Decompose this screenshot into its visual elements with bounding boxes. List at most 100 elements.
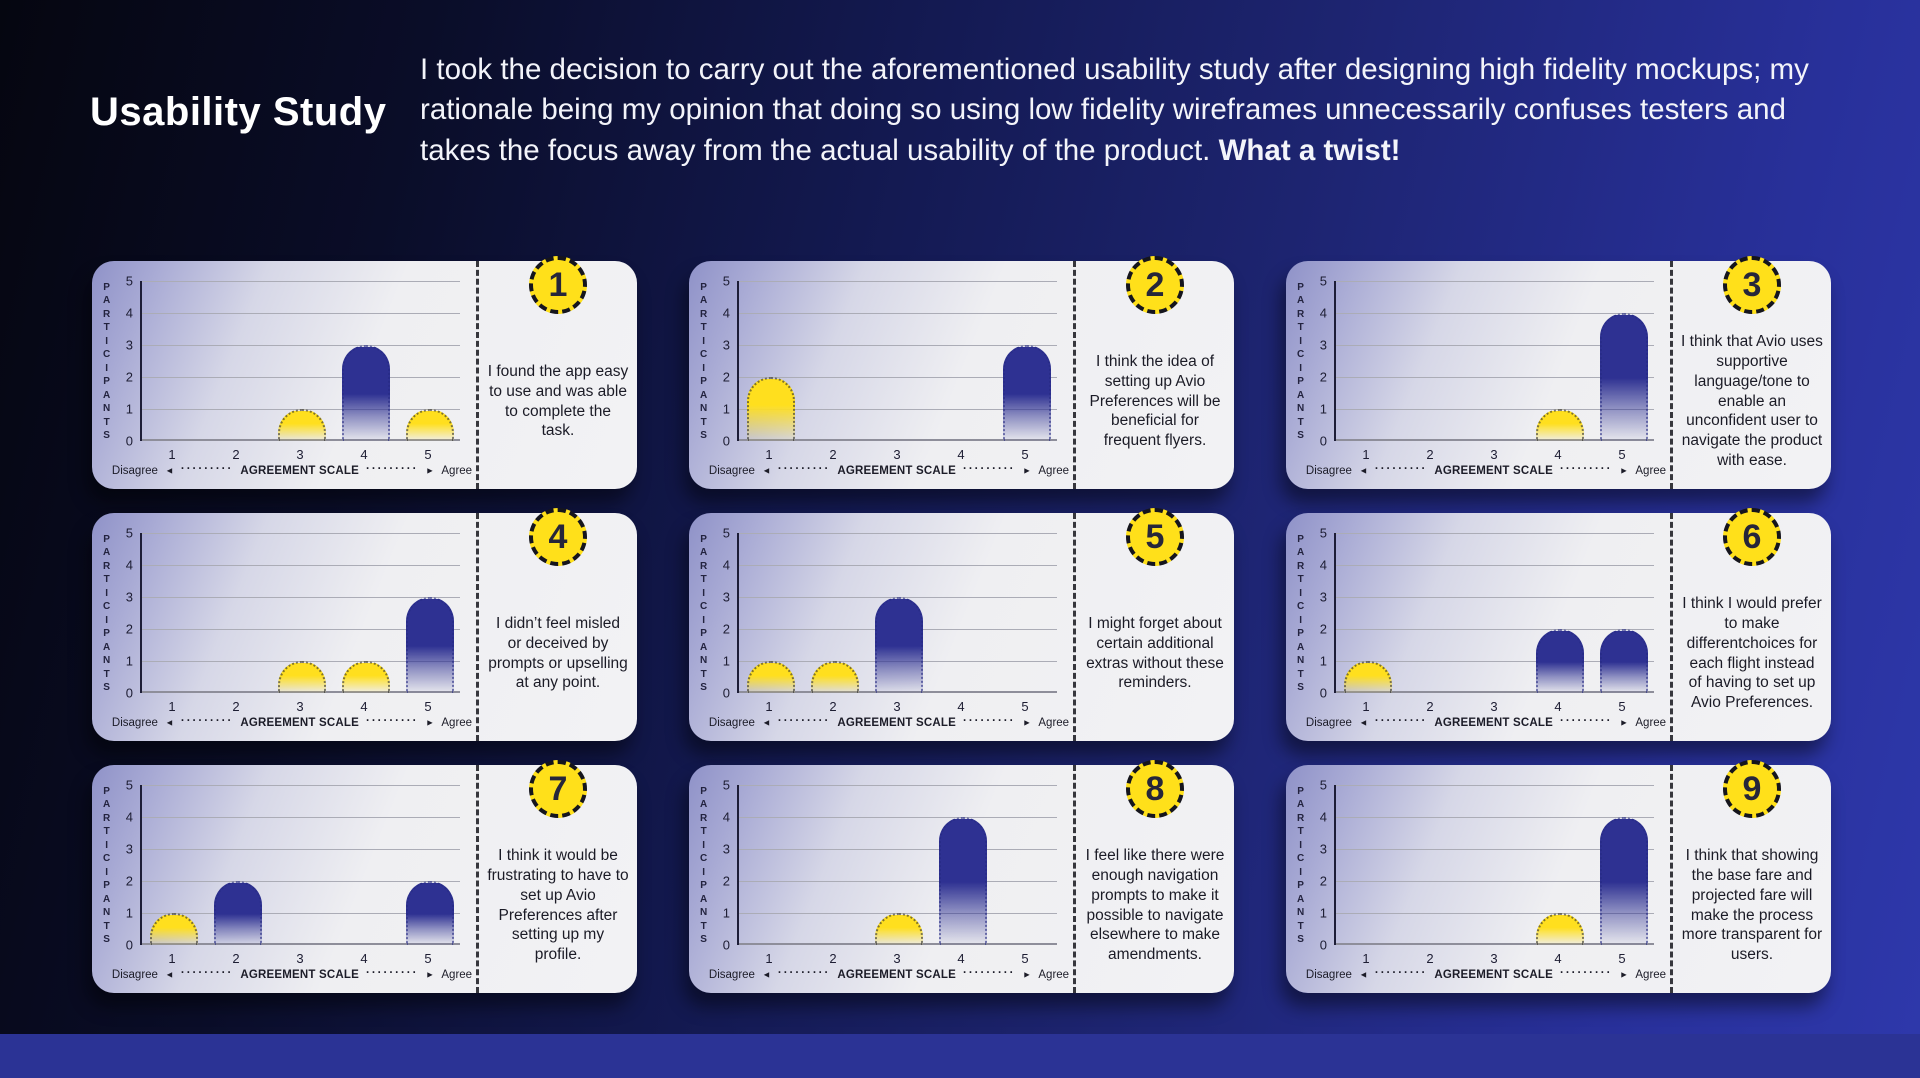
x-tick-label: 1 <box>765 699 773 714</box>
y-tick-label: 3 <box>1319 841 1327 857</box>
gridline <box>739 409 1057 410</box>
gridline <box>1336 785 1654 786</box>
y-axis-label-letter: A <box>103 893 111 905</box>
y-axis-label-letter: N <box>103 655 111 667</box>
statement-text: I feel like there were enough navigation… <box>1085 847 1225 964</box>
arrow-right-icon: ► <box>425 465 435 476</box>
x-tick-label: 4 <box>360 951 368 966</box>
x-axis-caption: Disagree ◄ ········· AGREEMENT SCALE ···… <box>112 463 473 477</box>
y-axis-label-letter: P <box>1297 534 1304 545</box>
statement-text: I found the app easy to use and was able… <box>487 362 629 440</box>
bar-yellow <box>278 661 326 693</box>
bar-blue <box>1600 629 1648 693</box>
gridline <box>1336 597 1654 598</box>
x-axis-right-label: Agree <box>441 465 473 477</box>
arrow-right-icon: ► <box>1022 465 1032 476</box>
gridline <box>1336 533 1654 534</box>
y-axis-label-letter: P <box>103 282 110 293</box>
y-axis-label-letter: T <box>103 668 110 680</box>
y-axis-label-letter: R <box>700 812 708 824</box>
x-axis-right-label: Agree <box>441 717 473 729</box>
y-axis-label-letter: S <box>700 681 707 693</box>
y-axis-label-letter: P <box>700 376 707 388</box>
y-axis-label-letter: T <box>1297 574 1304 586</box>
bar-yellow <box>875 913 923 945</box>
gridline <box>1336 817 1654 818</box>
x-tick-label: 1 <box>1362 951 1370 966</box>
y-axis-label-letter: A <box>700 295 708 307</box>
y-axis-label-letter: P <box>700 880 707 892</box>
bar-yellow <box>1344 661 1392 693</box>
gridline <box>142 533 460 534</box>
x-axis-right-label: Agree <box>1635 717 1667 729</box>
y-axis-label-letter: I <box>702 839 705 851</box>
y-axis-label-letter: C <box>700 853 708 865</box>
y-axis-label-letter: I <box>105 362 108 374</box>
y-tick-label: 4 <box>125 305 133 321</box>
plot-area: 5 4 3 2 1 0 <box>723 778 1057 953</box>
dotted-leader: ········· <box>366 715 419 727</box>
x-tick-label: 3 <box>1490 699 1498 714</box>
arrow-left-icon: ◄ <box>1358 717 1368 728</box>
bar-blue <box>342 345 390 441</box>
x-tick-label: 5 <box>1618 699 1626 714</box>
plot-area: 5 4 3 2 1 0 <box>723 526 1057 701</box>
statement-panel: 9 I think that showing the base fare and… <box>1670 760 1831 993</box>
y-tick-label: 2 <box>125 621 133 637</box>
dotted-leader: ········· <box>777 967 831 979</box>
y-axis-label-letter: P <box>103 376 110 388</box>
dotted-leader: ········· <box>1374 715 1428 727</box>
y-axis-label-letter: P <box>1297 376 1304 388</box>
y-axis-label-letter: A <box>1297 547 1305 559</box>
y-axis-label-letter: I <box>702 614 705 626</box>
x-axis-left-label: Disagree <box>708 717 755 729</box>
x-tick-label: 1 <box>168 447 176 462</box>
y-axis-label-letter: P <box>700 282 707 293</box>
x-tick-label: 5 <box>424 699 432 714</box>
y-axis-label-letter: T <box>700 826 707 838</box>
x-axis-title: AGREEMENT SCALE <box>240 465 359 477</box>
y-tick-label: 0 <box>1319 433 1327 449</box>
y-axis-label-letter: A <box>700 641 708 653</box>
y-tick-label: 3 <box>125 589 133 605</box>
dotted-leader: ········· <box>1560 967 1613 979</box>
y-axis-label-letter: P <box>1297 282 1304 293</box>
y-axis-label-letter: N <box>1297 907 1305 919</box>
dotted-leader: ········· <box>180 967 234 979</box>
x-axis-left-label: Disagree <box>111 717 158 729</box>
statement-text: I didn’t feel misled or deceived by prom… <box>488 614 628 692</box>
gridline <box>1336 377 1654 378</box>
y-axis-label-letter: A <box>103 799 111 811</box>
gridline <box>142 817 460 818</box>
y-tick-label: 1 <box>722 905 730 921</box>
gridline <box>1336 691 1654 693</box>
x-tick-label: 1 <box>765 447 773 462</box>
x-axis-title: AGREEMENT SCALE <box>1434 969 1553 981</box>
y-axis-label-letter: P <box>700 534 707 545</box>
y-axis-label-letter: P <box>103 628 110 640</box>
page-title: Usability Study <box>90 90 387 134</box>
arrow-right-icon: ► <box>1619 465 1629 476</box>
statement-wrap: I think that showing the base fare and p… <box>1681 818 1823 993</box>
plot-area: 5 4 3 2 1 0 <box>126 526 460 701</box>
x-ticks: 1 2 3 4 5 <box>1334 699 1654 715</box>
y-tick-label: 4 <box>722 809 730 825</box>
y-axis-label-letter: C <box>103 853 111 865</box>
x-tick-label: 5 <box>1021 951 1029 966</box>
y-tick-label: 4 <box>125 809 133 825</box>
y-axis-label-letter: S <box>103 933 110 945</box>
x-axis-title: AGREEMENT SCALE <box>837 717 956 729</box>
y-tick-label: 1 <box>722 401 730 417</box>
y-axis-label-letter: T <box>1297 826 1304 838</box>
y-axis-label-letter: I <box>1299 614 1302 626</box>
y-axis-label-letter: P <box>103 880 110 892</box>
gridline <box>1336 409 1654 410</box>
y-axis-label-letter: T <box>103 826 110 838</box>
x-axis-title: AGREEMENT SCALE <box>1434 717 1553 729</box>
